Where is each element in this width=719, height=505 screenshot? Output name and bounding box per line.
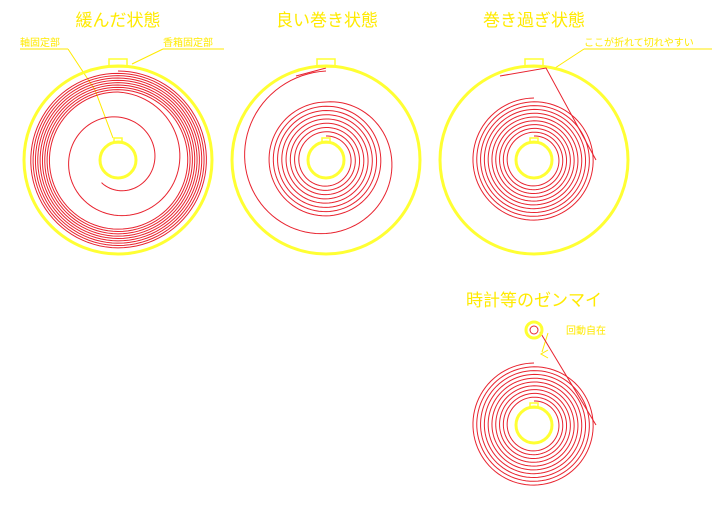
pin-free-rotation	[526, 322, 542, 338]
leader-breaks-easily	[555, 49, 584, 68]
hub-layer	[100, 59, 552, 443]
title-good: 良い巻き状態	[276, 11, 378, 31]
spring-layer	[31, 68, 596, 485]
case-layer	[24, 66, 628, 254]
case-over	[440, 66, 628, 254]
spring-clock-coil	[473, 363, 593, 485]
case-loose	[24, 66, 212, 254]
label-axis-fixed: 軸固定部	[20, 36, 60, 49]
title-clock: 時計等のゼンマイ	[466, 291, 602, 311]
pin-free-rotation-inner	[530, 326, 538, 334]
hub-clock	[516, 407, 552, 443]
spring-good-coil	[269, 102, 381, 216]
title-over: 巻き過ぎ状態	[483, 11, 585, 31]
label-breaks-easily: ここが折れて切れやすい	[584, 36, 694, 49]
label-case-fixed: 香箱固定部	[163, 36, 213, 49]
spring-loose-inner	[69, 92, 180, 216]
label-free-rotation: 回動自在	[566, 324, 606, 337]
hub-good	[308, 142, 344, 178]
hub-over	[516, 142, 552, 178]
spring-good-outer	[245, 71, 392, 234]
leader-case-fixed	[132, 49, 163, 64]
hub-loose	[100, 142, 136, 178]
spring-clock-tail	[540, 332, 596, 425]
title-loose: 緩んだ状態	[76, 11, 161, 31]
spring-over-coil	[473, 98, 593, 220]
